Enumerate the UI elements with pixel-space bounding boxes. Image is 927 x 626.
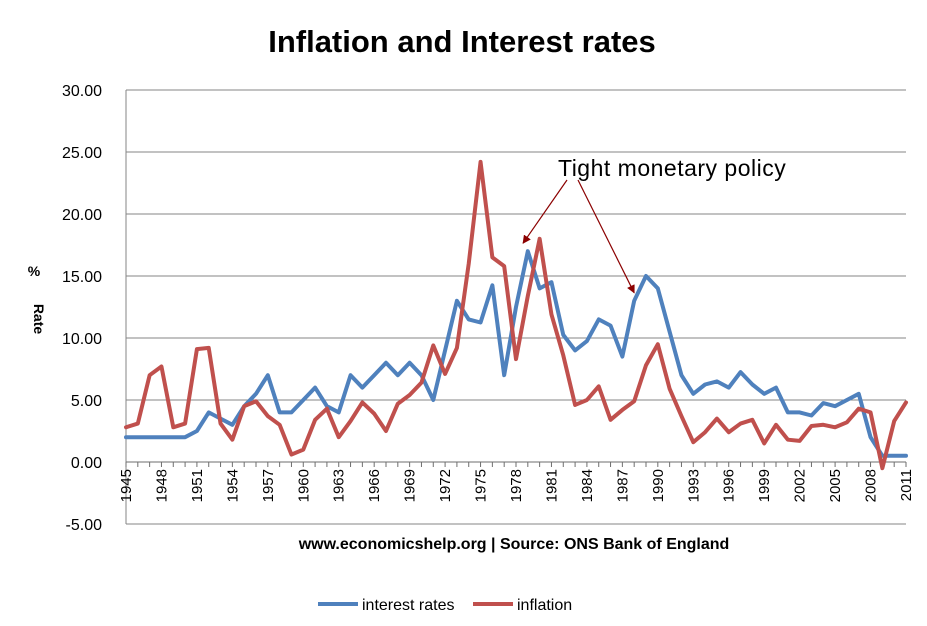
annotation-arrow: [577, 179, 635, 294]
x-tick-label: 2005: [827, 469, 844, 502]
x-axis-ticks: 1945 1948 1951 1954 1957 1960 1963 1966 1969 1972…: [118, 462, 915, 502]
y-tick-label: 20.00: [62, 207, 102, 224]
x-tick-label: 1966: [366, 469, 383, 502]
x-tick-label: 1960: [295, 469, 312, 502]
annotation: Tight monetary policy: [522, 155, 786, 294]
x-tick-label: 1984: [579, 469, 596, 502]
chart-title: Inflation and Interest rates: [268, 24, 656, 59]
y-tick-label: 15.00: [62, 269, 102, 286]
x-tick-label: 1963: [331, 469, 348, 502]
legend-label: inflation: [517, 597, 572, 614]
x-tick-label: 1990: [650, 469, 667, 502]
x-tick-label: 1954: [224, 469, 241, 502]
y-axis-ticks: -5.00 0.00 5.00 10.00 15.00 20.00 25.00 30.00: [62, 83, 102, 534]
x-tick-label: 1951: [189, 469, 206, 502]
y-tick-label: -5.00: [66, 517, 103, 534]
annotation-tight-monetary-policy: Tight monetary policy: [558, 155, 786, 181]
y-tick-label: 10.00: [62, 331, 102, 348]
y-tick-label: 5.00: [71, 393, 102, 410]
x-axis-label: www.economicshelp.org | Source: ONS Bank…: [298, 536, 730, 553]
series-line-interest-rates: [124, 249, 908, 458]
x-tick-label: 2002: [792, 469, 809, 502]
x-tick-label: 1999: [756, 469, 773, 502]
legend-label: interest rates: [362, 597, 454, 614]
y-tick-label: 30.00: [62, 83, 102, 100]
x-tick-label: 1981: [543, 469, 560, 502]
x-tick-label: 1957: [260, 469, 277, 502]
legend: interest rates inflation: [318, 597, 572, 614]
x-tick-label: 2011: [898, 469, 915, 501]
y-axis-label: % Rate: [28, 263, 47, 334]
series-lines: [124, 159, 908, 471]
x-tick-label: 1945: [118, 469, 135, 502]
x-tick-label: 2008: [863, 469, 880, 502]
y-tick-label: 25.00: [62, 145, 102, 162]
x-tick-label: 1978: [508, 469, 525, 502]
x-tick-label: 1972: [437, 469, 454, 502]
series-line-inflation: [124, 159, 908, 471]
y-tick-label: 0.00: [71, 455, 102, 472]
x-tick-label: 1975: [473, 469, 490, 502]
y-axis-label-percent: %: [28, 263, 41, 279]
x-tick-label: 1948: [153, 469, 170, 502]
annotation-arrow: [522, 179, 568, 244]
x-tick-label: 1993: [685, 469, 702, 502]
x-tick-label: 1969: [402, 469, 419, 502]
x-tick-label: 1987: [614, 469, 631, 502]
y-axis-label-rate: Rate: [31, 304, 47, 335]
x-tick-label: 1996: [721, 469, 738, 502]
